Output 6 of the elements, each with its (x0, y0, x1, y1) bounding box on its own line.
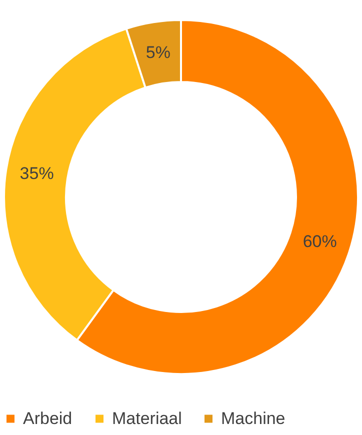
data-label: 35% (20, 164, 54, 184)
data-label: 60% (302, 232, 337, 252)
legend-label: Machine (221, 408, 286, 428)
legend-label: Arbeid (23, 408, 72, 428)
data-label: 5% (146, 42, 170, 62)
legend-label: Materiaal (112, 408, 182, 428)
